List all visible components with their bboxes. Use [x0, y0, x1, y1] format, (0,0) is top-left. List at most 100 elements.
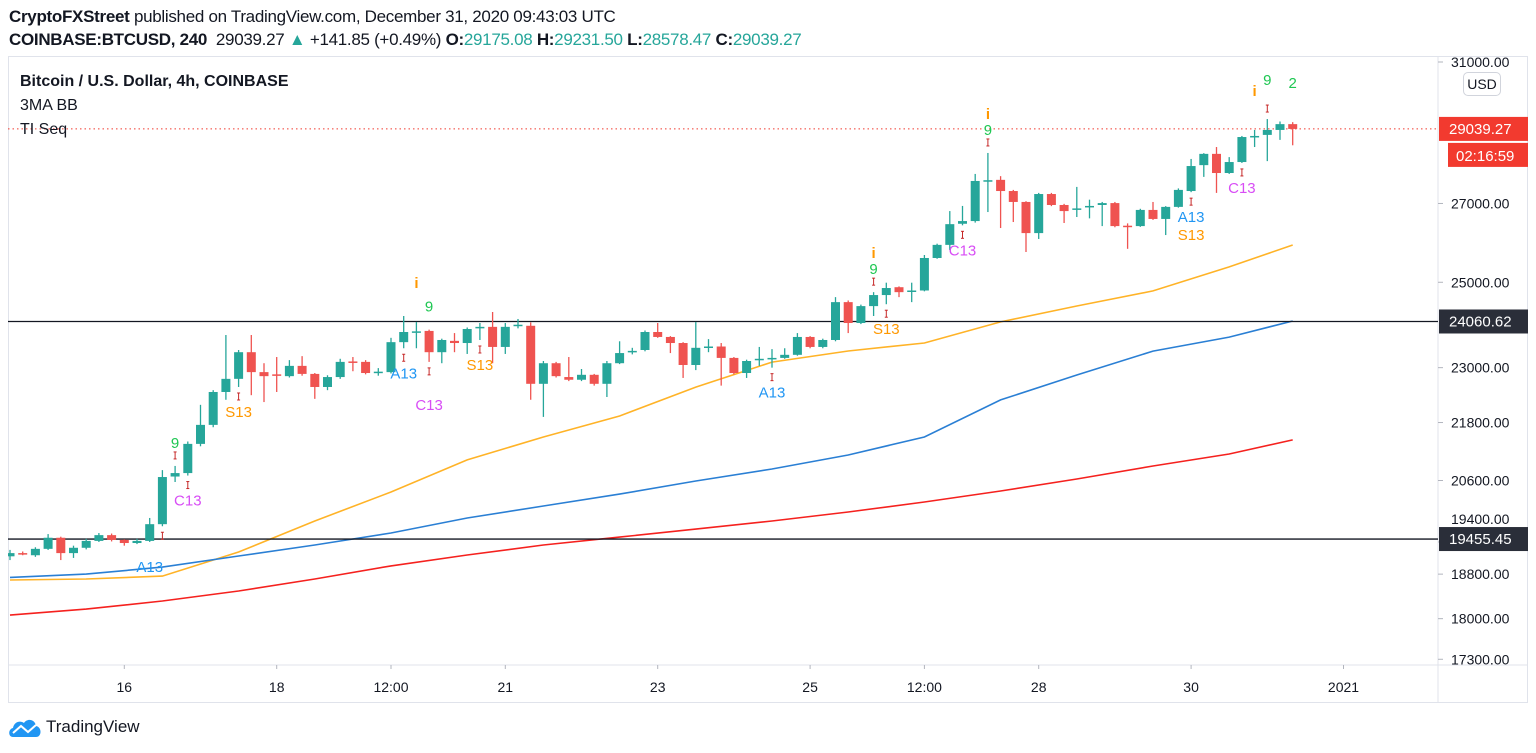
candle-body: [1123, 225, 1133, 228]
level-price-label: 24060.62: [1449, 313, 1512, 330]
candle: [335, 358, 345, 379]
y-tick-label: 18000.00: [1451, 611, 1510, 627]
candle-body: [30, 548, 40, 556]
candle: [43, 534, 53, 550]
candle-body: [754, 358, 764, 361]
price-chart[interactable]: A139C13S13A13i9C13S13A13i9S13C13i9A13S13…: [8, 56, 1528, 703]
candle: [983, 152, 993, 213]
tradingview-logo[interactable]: TradingView: [8, 716, 140, 738]
candle-body: [272, 374, 282, 376]
x-tick-label: 2021: [1328, 679, 1359, 695]
y-tick-label: 17300.00: [1451, 651, 1510, 667]
brand-name: TradingView: [46, 717, 140, 736]
x-tick-label: 30: [1183, 679, 1199, 695]
candle: [373, 368, 383, 376]
td-label: i: [414, 275, 418, 292]
moving-average-line-ma_fast: [9, 244, 1293, 581]
candle: [132, 538, 142, 545]
candle-body: [259, 372, 269, 377]
candle: [1237, 135, 1247, 163]
author-name[interactable]: CryptoFXStreet: [9, 7, 130, 26]
td-label: 9: [425, 299, 433, 316]
y-tick-label: 20600.00: [1451, 473, 1510, 489]
x-tick-label: 21: [498, 679, 514, 695]
candle: [716, 343, 726, 386]
candle-body: [386, 342, 396, 373]
candle-body: [716, 346, 726, 358]
candle: [843, 300, 853, 334]
candle-body: [640, 331, 650, 351]
td-label: S13: [467, 357, 494, 374]
symbol-info-bar: COINBASE:BTCUSD, 240 29039.27 ▲ +141.85 …: [9, 30, 802, 50]
publish-info: CryptoFXStreet published on TradingView.…: [9, 7, 616, 27]
legend-indicator-3ma-bb[interactable]: 3MA BB: [20, 97, 78, 114]
candle: [107, 533, 117, 542]
candle: [18, 551, 28, 556]
candle-body: [1148, 209, 1158, 219]
candle: [450, 333, 459, 353]
y-tick-label: 18800.00: [1451, 566, 1510, 582]
candle: [627, 347, 637, 355]
candle: [589, 373, 599, 386]
td-marker-icon: [770, 373, 774, 382]
candle: [1173, 188, 1183, 208]
candle: [704, 339, 713, 353]
candle: [437, 338, 447, 364]
candle: [272, 357, 282, 392]
legend-indicator-ti-seq[interactable]: TI Seq: [20, 121, 68, 138]
candle-body: [107, 535, 117, 540]
td-marker-icon: [872, 277, 876, 286]
x-tick-label: 18: [269, 679, 285, 695]
candle-body: [145, 524, 155, 541]
td-marker-icon: [884, 309, 888, 318]
candle-body: [564, 377, 574, 380]
td-marker-icon: [402, 353, 406, 362]
td-label: A13: [136, 559, 163, 576]
candle: [1123, 223, 1133, 249]
candle-body: [437, 339, 447, 353]
candle: [56, 536, 66, 561]
td-label: C13: [415, 397, 443, 414]
candle: [792, 333, 802, 356]
candle-body: [881, 288, 891, 296]
candle: [500, 323, 510, 354]
candle-body: [1288, 124, 1298, 129]
candle-body: [551, 363, 561, 377]
candle-body: [856, 306, 866, 324]
bar-countdown-label: 02:16:59: [1456, 148, 1514, 165]
candle: [310, 373, 320, 399]
candle: [94, 533, 104, 542]
chart-frame: [8, 56, 1528, 703]
candle-body: [589, 374, 599, 384]
candle-body: [513, 324, 523, 327]
chart-pane: A139C13S13A13i9C13S13A13i9S13C13i9A13S13…: [8, 72, 1438, 616]
candle: [30, 547, 40, 557]
candle: [1186, 158, 1196, 193]
candle-body: [831, 302, 840, 340]
candle: [805, 336, 815, 349]
candle: [907, 282, 917, 303]
candle-body: [1161, 206, 1171, 219]
candle-body: [1212, 153, 1221, 174]
candle: [69, 545, 78, 558]
candle: [1275, 121, 1285, 140]
moving-average-line-ma_slow: [9, 439, 1293, 616]
td-marker-icon: [1265, 104, 1269, 113]
level-price-tag: [1439, 309, 1528, 334]
td-label: A13: [759, 385, 786, 402]
candle-body: [488, 326, 498, 347]
candle: [297, 356, 307, 376]
candle: [1034, 192, 1044, 239]
candle: [970, 173, 980, 223]
candle: [196, 404, 205, 447]
candle-body: [1237, 137, 1247, 163]
candle: [602, 361, 612, 398]
candle-body: [246, 352, 256, 373]
y-tick-label: 31000.00: [1451, 56, 1510, 70]
candle: [1021, 201, 1031, 253]
candle: [729, 357, 739, 375]
candle-body: [411, 331, 421, 333]
candle: [996, 176, 1006, 229]
candle: [1059, 203, 1069, 223]
currency-button[interactable]: USD: [1463, 72, 1501, 96]
